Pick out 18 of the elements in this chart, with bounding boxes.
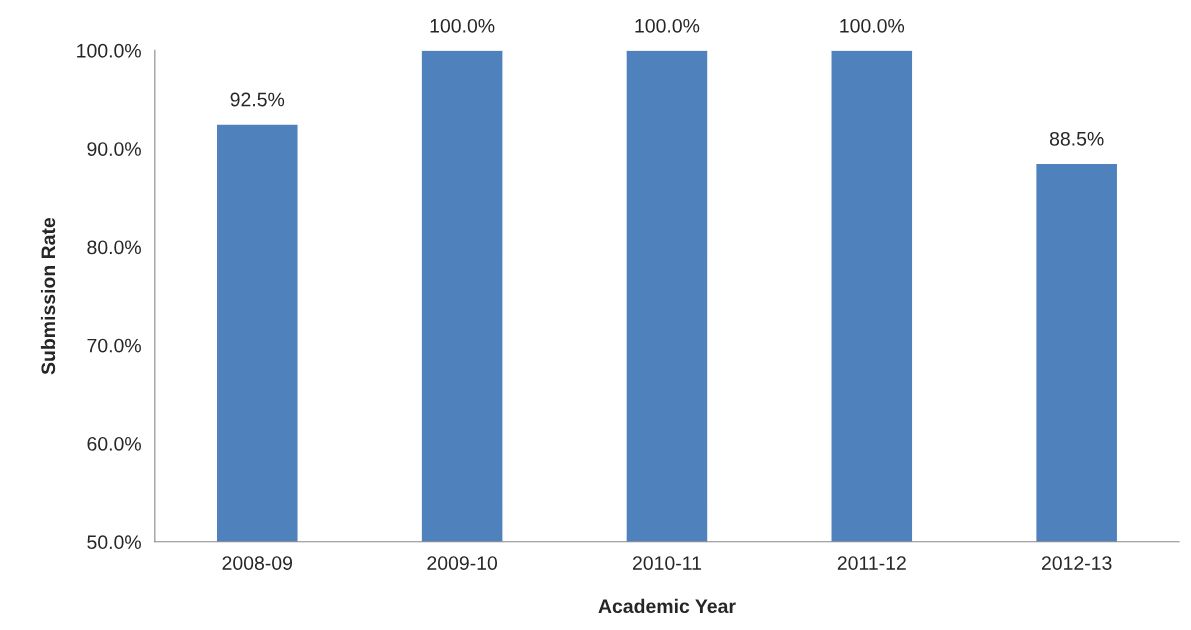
y-tick-label: 60.0% [87, 436, 141, 451]
y-axis-title: Submission Rate [40, 217, 56, 375]
x-tick-label: 2011-12 [837, 556, 906, 570]
x-tick-label: 2010-11 [632, 556, 701, 570]
data-label: 100.0% [635, 18, 700, 33]
x-tick-label: 2008-09 [222, 556, 293, 570]
data-label: 100.0% [430, 18, 495, 33]
data-label: 92.5% [230, 92, 285, 107]
data-label: 100.0% [840, 18, 905, 33]
y-tick-label: 70.0% [87, 338, 141, 353]
x-axis-title: Academic Year [598, 598, 736, 614]
x-tick-label: 2012-13 [1041, 556, 1112, 570]
y-tick-label: 100.0% [77, 43, 141, 58]
data-label: 88.5% [1049, 131, 1104, 146]
y-tick-label: 50.0% [87, 535, 141, 550]
y-tick-label: 80.0% [87, 240, 141, 255]
y-tick-label: 90.0% [87, 142, 141, 156]
x-tick-label: 2009-10 [427, 556, 498, 570]
